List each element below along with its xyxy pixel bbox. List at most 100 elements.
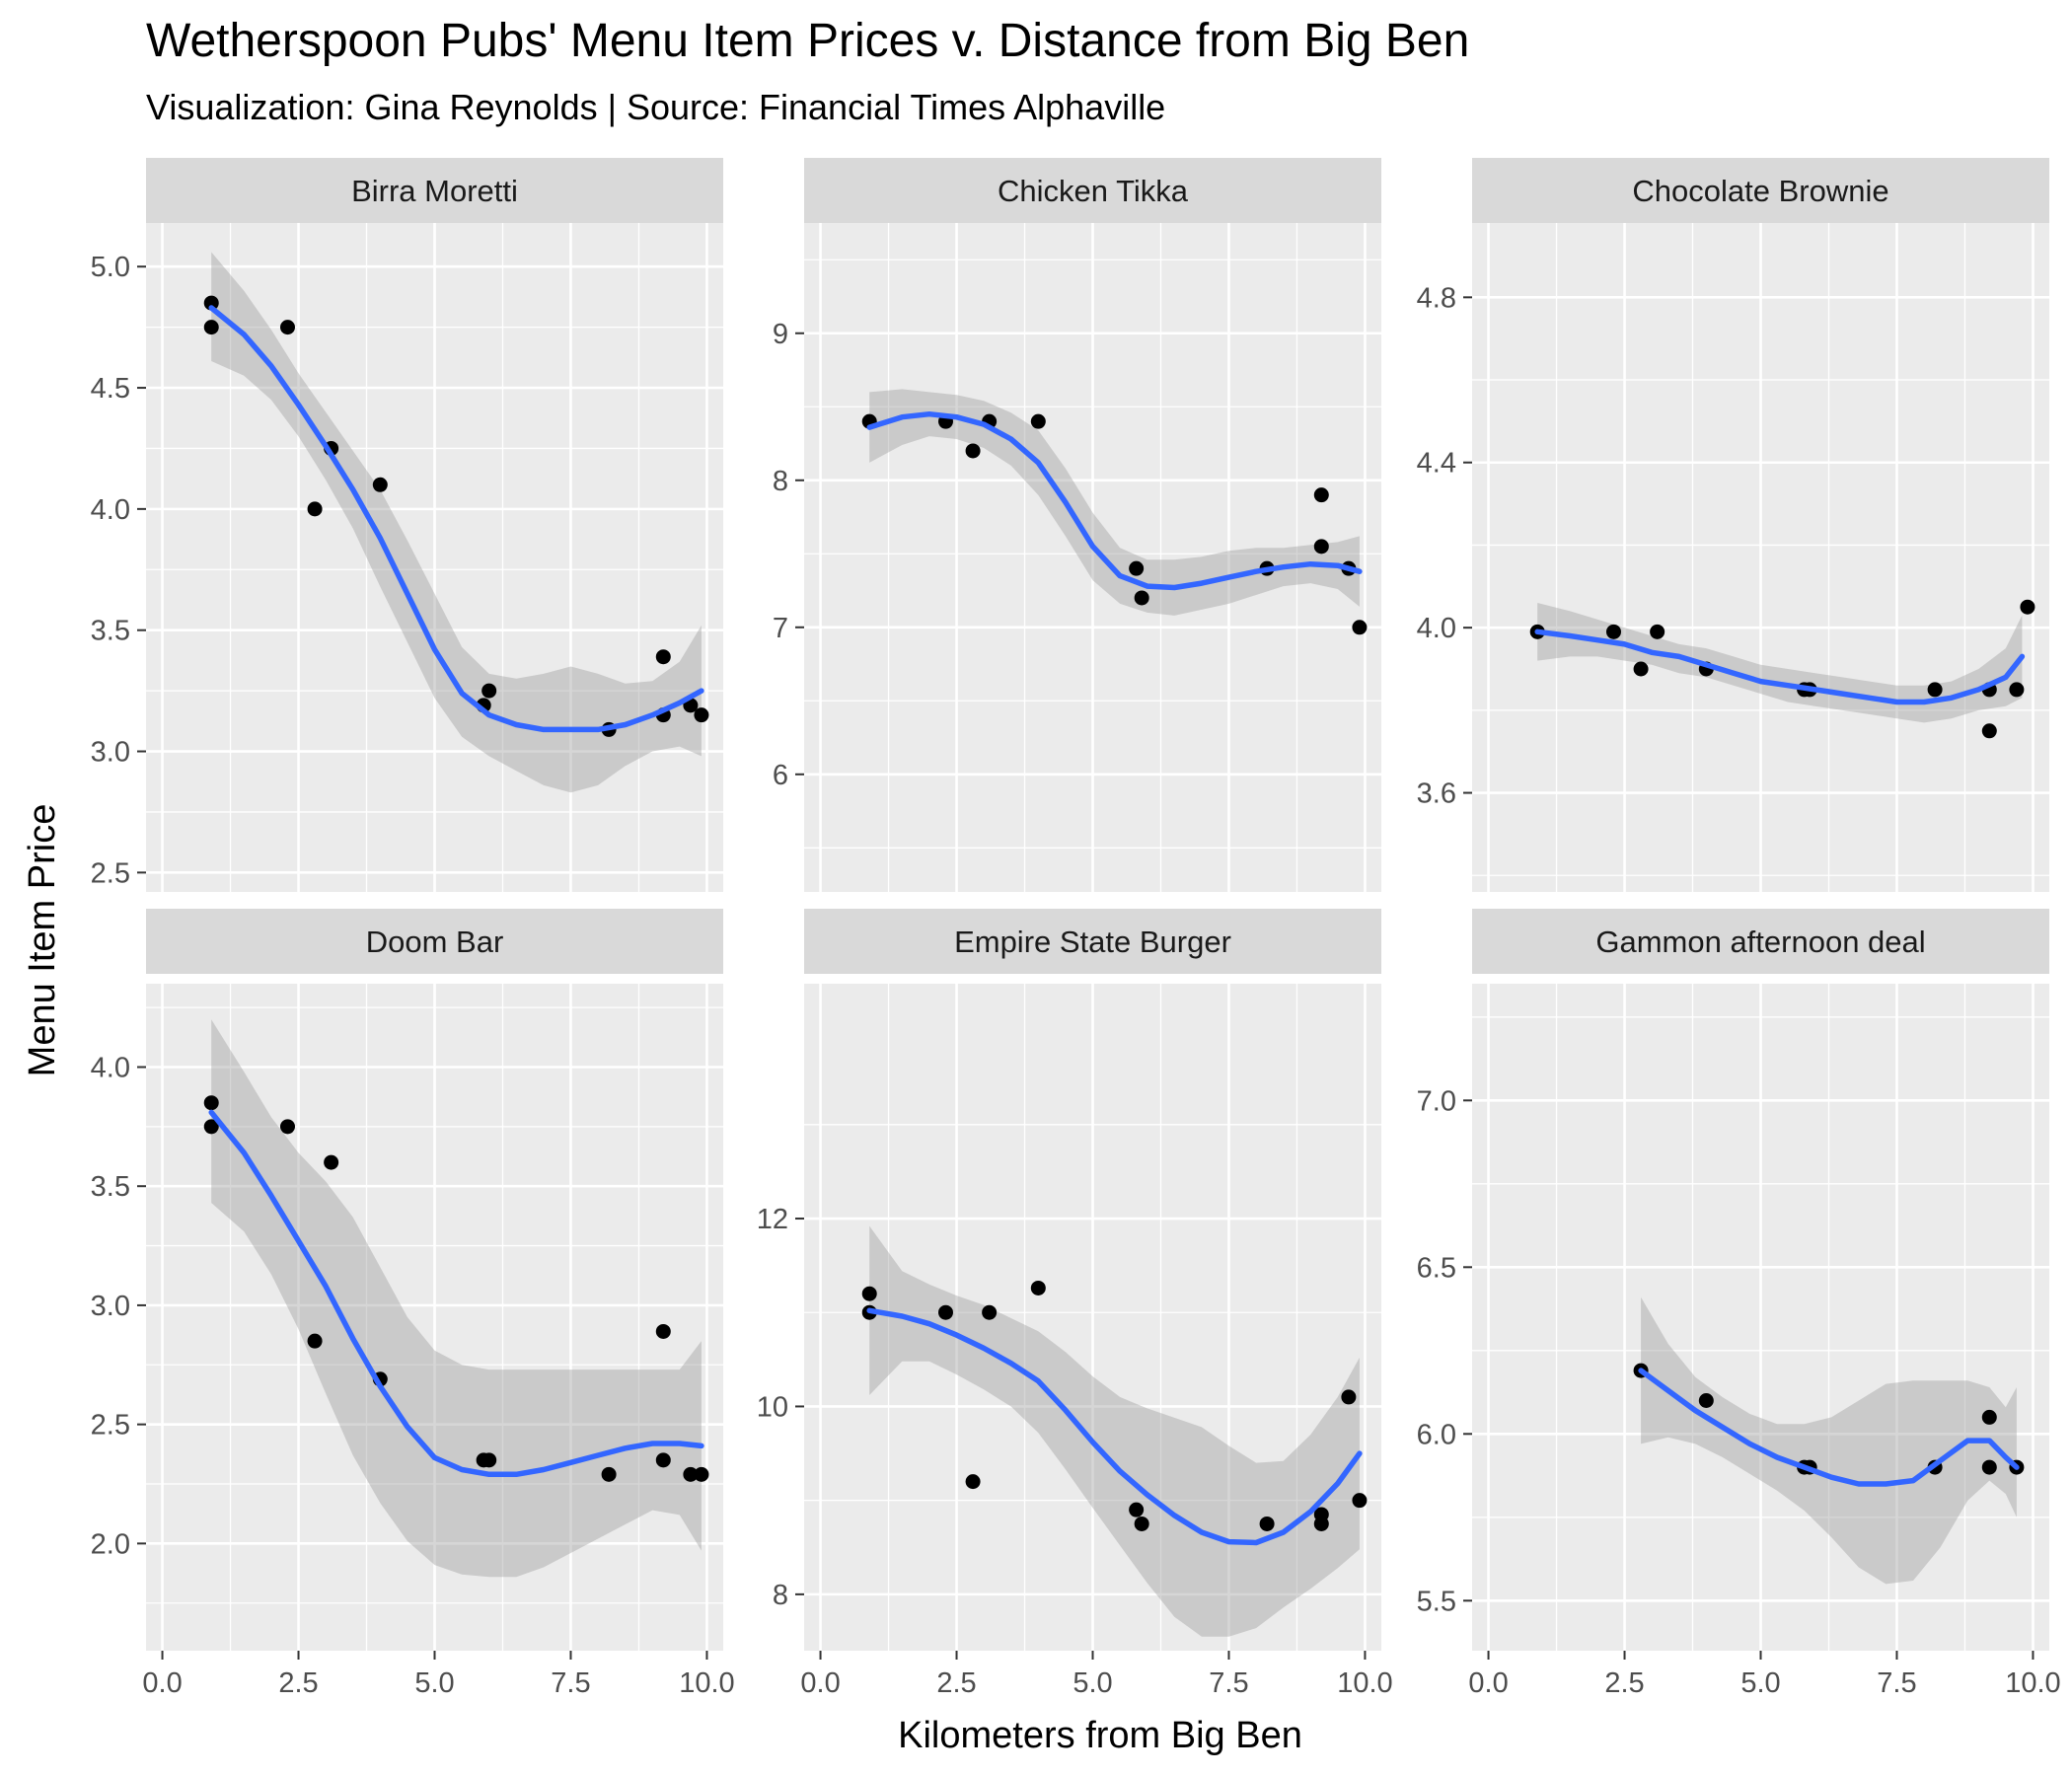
confidence-band-chicken-tikka: [869, 389, 1360, 616]
chart-subtitle: Visualization: Gina Reynolds | Source: F…: [146, 87, 1166, 127]
y-tick-label: 4.0: [91, 494, 130, 526]
chart-title: Wetherspoon Pubs' Menu Item Prices v. Di…: [146, 15, 1470, 67]
data-point: [324, 1154, 339, 1170]
data-point: [1605, 624, 1621, 639]
data-point: [1352, 620, 1368, 635]
x-tick-label: 7.5: [1877, 1667, 1916, 1699]
y-tick-label: 4.4: [1417, 448, 1456, 480]
y-tick-label: 3.5: [91, 616, 130, 647]
x-tick-label: 0.0: [1468, 1667, 1508, 1699]
x-tick-label: 10.0: [679, 1667, 734, 1699]
data-point: [1633, 661, 1649, 677]
data-point: [1341, 1389, 1357, 1405]
x-axis-label: Kilometers from Big Ben: [898, 1715, 1302, 1756]
data-point: [307, 1333, 323, 1349]
x-tick-label: 2.5: [936, 1667, 976, 1699]
y-tick-label: 8: [773, 1580, 788, 1611]
y-tick-label: 8: [773, 466, 788, 497]
y-tick-label: 3.5: [91, 1171, 130, 1203]
data-point: [1698, 1393, 1714, 1408]
data-point: [1352, 1493, 1368, 1509]
confidence-band-doom-bar: [211, 1019, 702, 1578]
data-point: [694, 1466, 709, 1482]
x-tick-label: 10.0: [1337, 1667, 1392, 1699]
y-tick-label: 7.0: [1417, 1085, 1456, 1117]
data-point: [965, 443, 981, 459]
data-point: [2020, 599, 2035, 615]
y-tick-label: 6: [773, 760, 788, 791]
data-point: [937, 1304, 953, 1320]
data-point: [203, 295, 219, 311]
x-tick-label: 10.0: [2005, 1667, 2060, 1699]
facet-strip: [1472, 909, 2049, 974]
facet-label-doom-bar: Doom Bar: [366, 925, 504, 959]
data-point: [307, 501, 323, 517]
x-tick-label: 2.5: [278, 1667, 318, 1699]
facet-strip: [804, 909, 1381, 974]
data-point: [1134, 590, 1149, 606]
data-point: [1927, 682, 1943, 698]
data-point: [1313, 487, 1329, 503]
x-tick-label: 2.5: [1604, 1667, 1644, 1699]
y-tick-label: 4.0: [1417, 613, 1456, 644]
data-point: [1129, 1502, 1145, 1517]
x-tick-label: 5.0: [1073, 1667, 1112, 1699]
x-tick-label: 5.0: [414, 1667, 454, 1699]
y-tick-label: 6.5: [1417, 1252, 1456, 1284]
data-point: [982, 1304, 998, 1320]
y-tick-label: 4.5: [91, 373, 130, 405]
data-point: [861, 1286, 877, 1301]
data-point: [601, 1466, 617, 1482]
y-tick-label: 5.5: [1417, 1586, 1456, 1617]
facet-strip: [1472, 158, 2049, 223]
x-tick-label: 0.0: [142, 1667, 182, 1699]
x-tick-label: 5.0: [1740, 1667, 1780, 1699]
y-tick-label: 6.0: [1417, 1419, 1456, 1450]
facet-label-birra-moretti: Birra Moretti: [351, 174, 518, 208]
data-point: [372, 477, 388, 492]
data-point: [1129, 560, 1145, 576]
y-tick-label: 2.0: [91, 1528, 130, 1560]
data-point: [1313, 1516, 1329, 1531]
data-point: [1134, 1516, 1149, 1531]
y-tick-label: 2.5: [91, 857, 130, 889]
data-point: [683, 1466, 699, 1482]
y-tick-label: 12: [757, 1204, 788, 1235]
y-tick-label: 3.0: [91, 1291, 130, 1322]
y-tick-label: 4.8: [1417, 282, 1456, 314]
smooth-line-birra-moretti: [208, 305, 704, 733]
data-point: [203, 320, 219, 335]
data-point: [203, 1095, 219, 1111]
data-point: [481, 1452, 497, 1468]
data-point: [203, 1119, 219, 1135]
y-tick-label: 7: [773, 613, 788, 644]
data-point: [655, 1452, 671, 1468]
data-point: [965, 1474, 981, 1490]
y-tick-label: 3.6: [1417, 778, 1456, 810]
smooth-line-gammon-afternoon-deal: [1638, 1368, 2020, 1487]
facet-label-gammon-afternoon-deal: Gammon afternoon deal: [1595, 925, 1925, 959]
facet-strip: [804, 158, 1381, 223]
facet-label-chicken-tikka: Chicken Tikka: [998, 174, 1189, 208]
data-point: [1313, 539, 1329, 555]
x-tick-label: 7.5: [1209, 1667, 1248, 1699]
x-tick-label: 0.0: [800, 1667, 840, 1699]
data-point: [1981, 1409, 1997, 1425]
data-point: [481, 683, 497, 699]
y-tick-label: 3.0: [91, 737, 130, 769]
smooth-line-chicken-tikka: [866, 410, 1363, 591]
y-tick-label: 5.0: [91, 252, 130, 283]
facet-strip: [146, 158, 723, 223]
smooth-line-empire-state-burger: [866, 1307, 1363, 1546]
x-tick-label: 7.5: [551, 1667, 590, 1699]
data-point: [1650, 624, 1665, 639]
facet-label-chocolate-brownie: Chocolate Brownie: [1632, 174, 1888, 208]
y-tick-label: 9: [773, 319, 788, 350]
smooth-line-doom-bar: [208, 1109, 704, 1478]
confidence-band-gammon-afternoon-deal: [1641, 1296, 2017, 1585]
data-point: [1259, 1516, 1275, 1531]
data-point: [279, 1119, 295, 1135]
data-point: [655, 649, 671, 665]
data-point: [694, 707, 709, 723]
